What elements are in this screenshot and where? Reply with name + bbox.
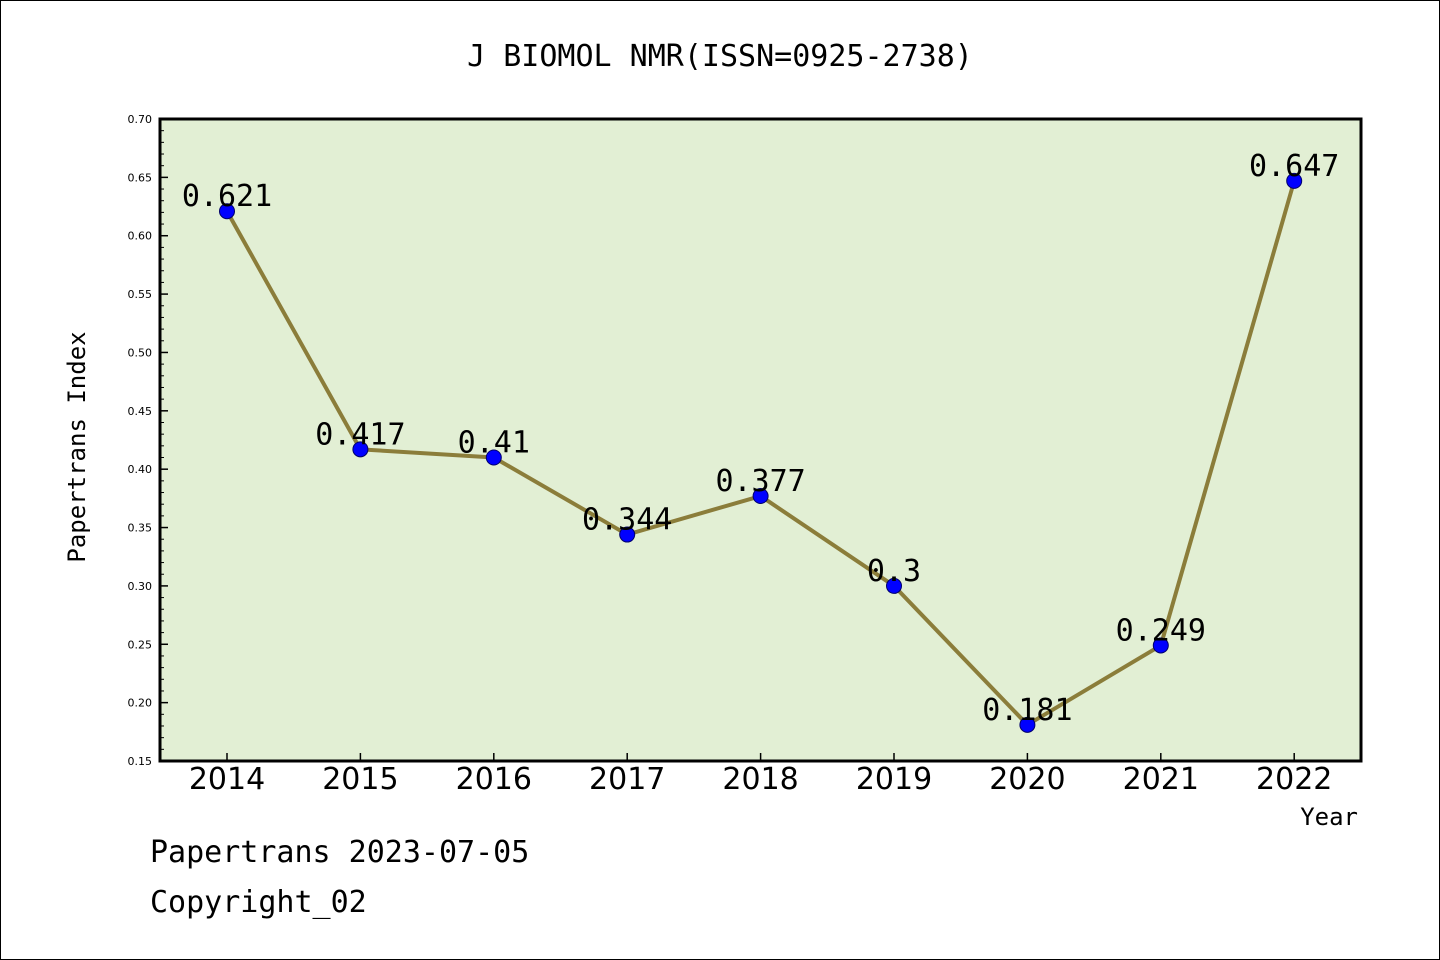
chart-title: J BIOMOL NMR(ISSN=0925-2738) bbox=[467, 39, 973, 74]
y-tick-label: 0.25 bbox=[128, 638, 153, 651]
footer-date: Papertrans 2023-07-05 bbox=[150, 835, 530, 870]
data-label: 0.344 bbox=[582, 503, 672, 538]
data-point bbox=[619, 526, 636, 543]
data-point bbox=[1152, 637, 1169, 654]
data-point bbox=[485, 449, 502, 466]
data-label: 0.181 bbox=[982, 693, 1072, 728]
data-point bbox=[1019, 716, 1036, 733]
y-tick-label: 0.30 bbox=[128, 580, 153, 593]
x-tick-label: 2015 bbox=[322, 762, 398, 797]
data-label: 0.377 bbox=[715, 464, 805, 499]
x-tick-label: 2021 bbox=[1123, 762, 1199, 797]
x-tick-label: 2016 bbox=[456, 762, 532, 797]
x-axis: 2014 2015 2016 2017 2018 2019 2020 2021 2022 bbox=[189, 753, 1332, 797]
x-axis-label: Year bbox=[1300, 803, 1358, 831]
y-tick-label: 0.35 bbox=[128, 522, 153, 535]
x-tick-label: 2022 bbox=[1256, 762, 1332, 797]
data-label: 0.647 bbox=[1249, 149, 1339, 184]
footer-copyright: Copyright_02 bbox=[150, 885, 367, 920]
y-axis-label: Papertrans Index bbox=[63, 331, 91, 562]
y-tick-label: 0.50 bbox=[128, 346, 153, 359]
data-point bbox=[1286, 172, 1303, 189]
data-label: 0.41 bbox=[458, 426, 530, 461]
data-point bbox=[352, 441, 369, 458]
x-tick-label: 2018 bbox=[722, 762, 798, 797]
y-tick-label: 0.70 bbox=[128, 113, 153, 126]
y-tick-label: 0.40 bbox=[128, 463, 153, 476]
series-layer: 0.621 0.417 0.41 0.344 0.377 0.3 0.181 0.249 0.6… bbox=[182, 149, 1339, 733]
y-tick-label: 0.65 bbox=[128, 171, 153, 184]
y-tick-label: 0.20 bbox=[128, 697, 153, 710]
data-label: 0.3 bbox=[867, 554, 921, 589]
y-tick-label: 0.15 bbox=[128, 755, 153, 768]
x-tick-label: 2014 bbox=[189, 762, 265, 797]
x-tick-label: 2019 bbox=[856, 762, 932, 797]
data-label: 0.621 bbox=[182, 179, 272, 214]
data-point bbox=[219, 203, 235, 220]
y-tick-label: 0.60 bbox=[128, 230, 153, 243]
data-point bbox=[752, 488, 769, 505]
x-tick-label: 2017 bbox=[589, 762, 665, 797]
x-tick-label: 2020 bbox=[989, 762, 1065, 797]
y-tick-label: 0.55 bbox=[128, 288, 153, 301]
y-axis: 0.15 0.20 0.25 0.30 0.35 0.40 0.45 0.50 0.55 0.60… bbox=[128, 113, 168, 768]
data-label: 0.249 bbox=[1116, 613, 1206, 648]
data-point bbox=[886, 577, 902, 594]
plot-area bbox=[158, 117, 1363, 763]
y-tick-label: 0.45 bbox=[128, 405, 153, 418]
data-label: 0.417 bbox=[315, 417, 405, 452]
